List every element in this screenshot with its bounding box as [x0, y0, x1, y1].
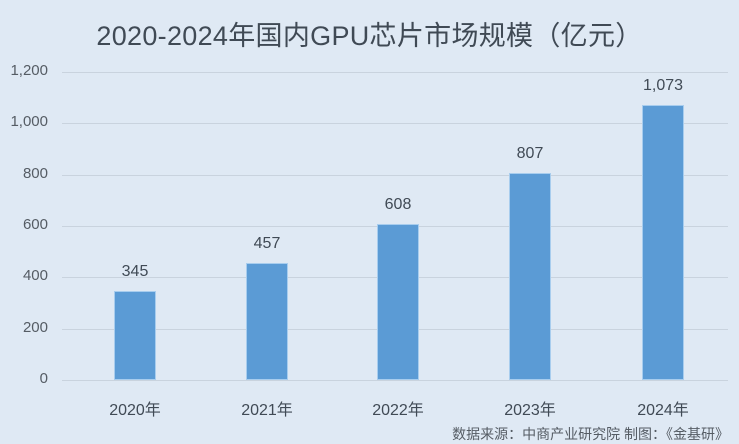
data-label: 807: [516, 144, 544, 162]
gridline: [62, 72, 728, 73]
y-tick-label: 1,000: [10, 113, 48, 131]
data-label: 345: [121, 263, 149, 281]
gridline: [62, 174, 728, 176]
data-label: 1,073: [642, 76, 684, 94]
y-tick-label: 1,200: [10, 62, 48, 79]
x-tick-label: 2020年: [109, 402, 161, 419]
gridline: [62, 380, 728, 381]
data-label: 457: [253, 234, 281, 252]
bar-2020年[interactable]: [114, 291, 156, 380]
y-tick-label: 400: [22, 267, 48, 285]
x-tick-label: 2023年: [504, 402, 556, 419]
bar-2023年[interactable]: [509, 172, 551, 380]
source-note: 数据来源：中商产业研究院 制图：《金基研》: [452, 426, 729, 442]
y-tick-label: 200: [22, 318, 48, 336]
x-tick-label: 2024年: [637, 402, 689, 419]
y-tick-label: 800: [22, 164, 48, 182]
data-label: 608: [384, 195, 412, 213]
x-tick-label: 2022年: [372, 402, 424, 419]
bar-2022年[interactable]: [377, 223, 419, 380]
y-tick-label: 0: [39, 370, 48, 387]
chart-title: 2020-2024年国内GPU芯片市场规模（亿元）: [96, 21, 643, 51]
x-tick-label: 2021年: [241, 402, 293, 419]
gridline: [62, 123, 728, 125]
bar-2021年[interactable]: [246, 262, 288, 380]
bar-2024年[interactable]: [642, 104, 684, 380]
y-tick-label: 600: [22, 216, 48, 233]
